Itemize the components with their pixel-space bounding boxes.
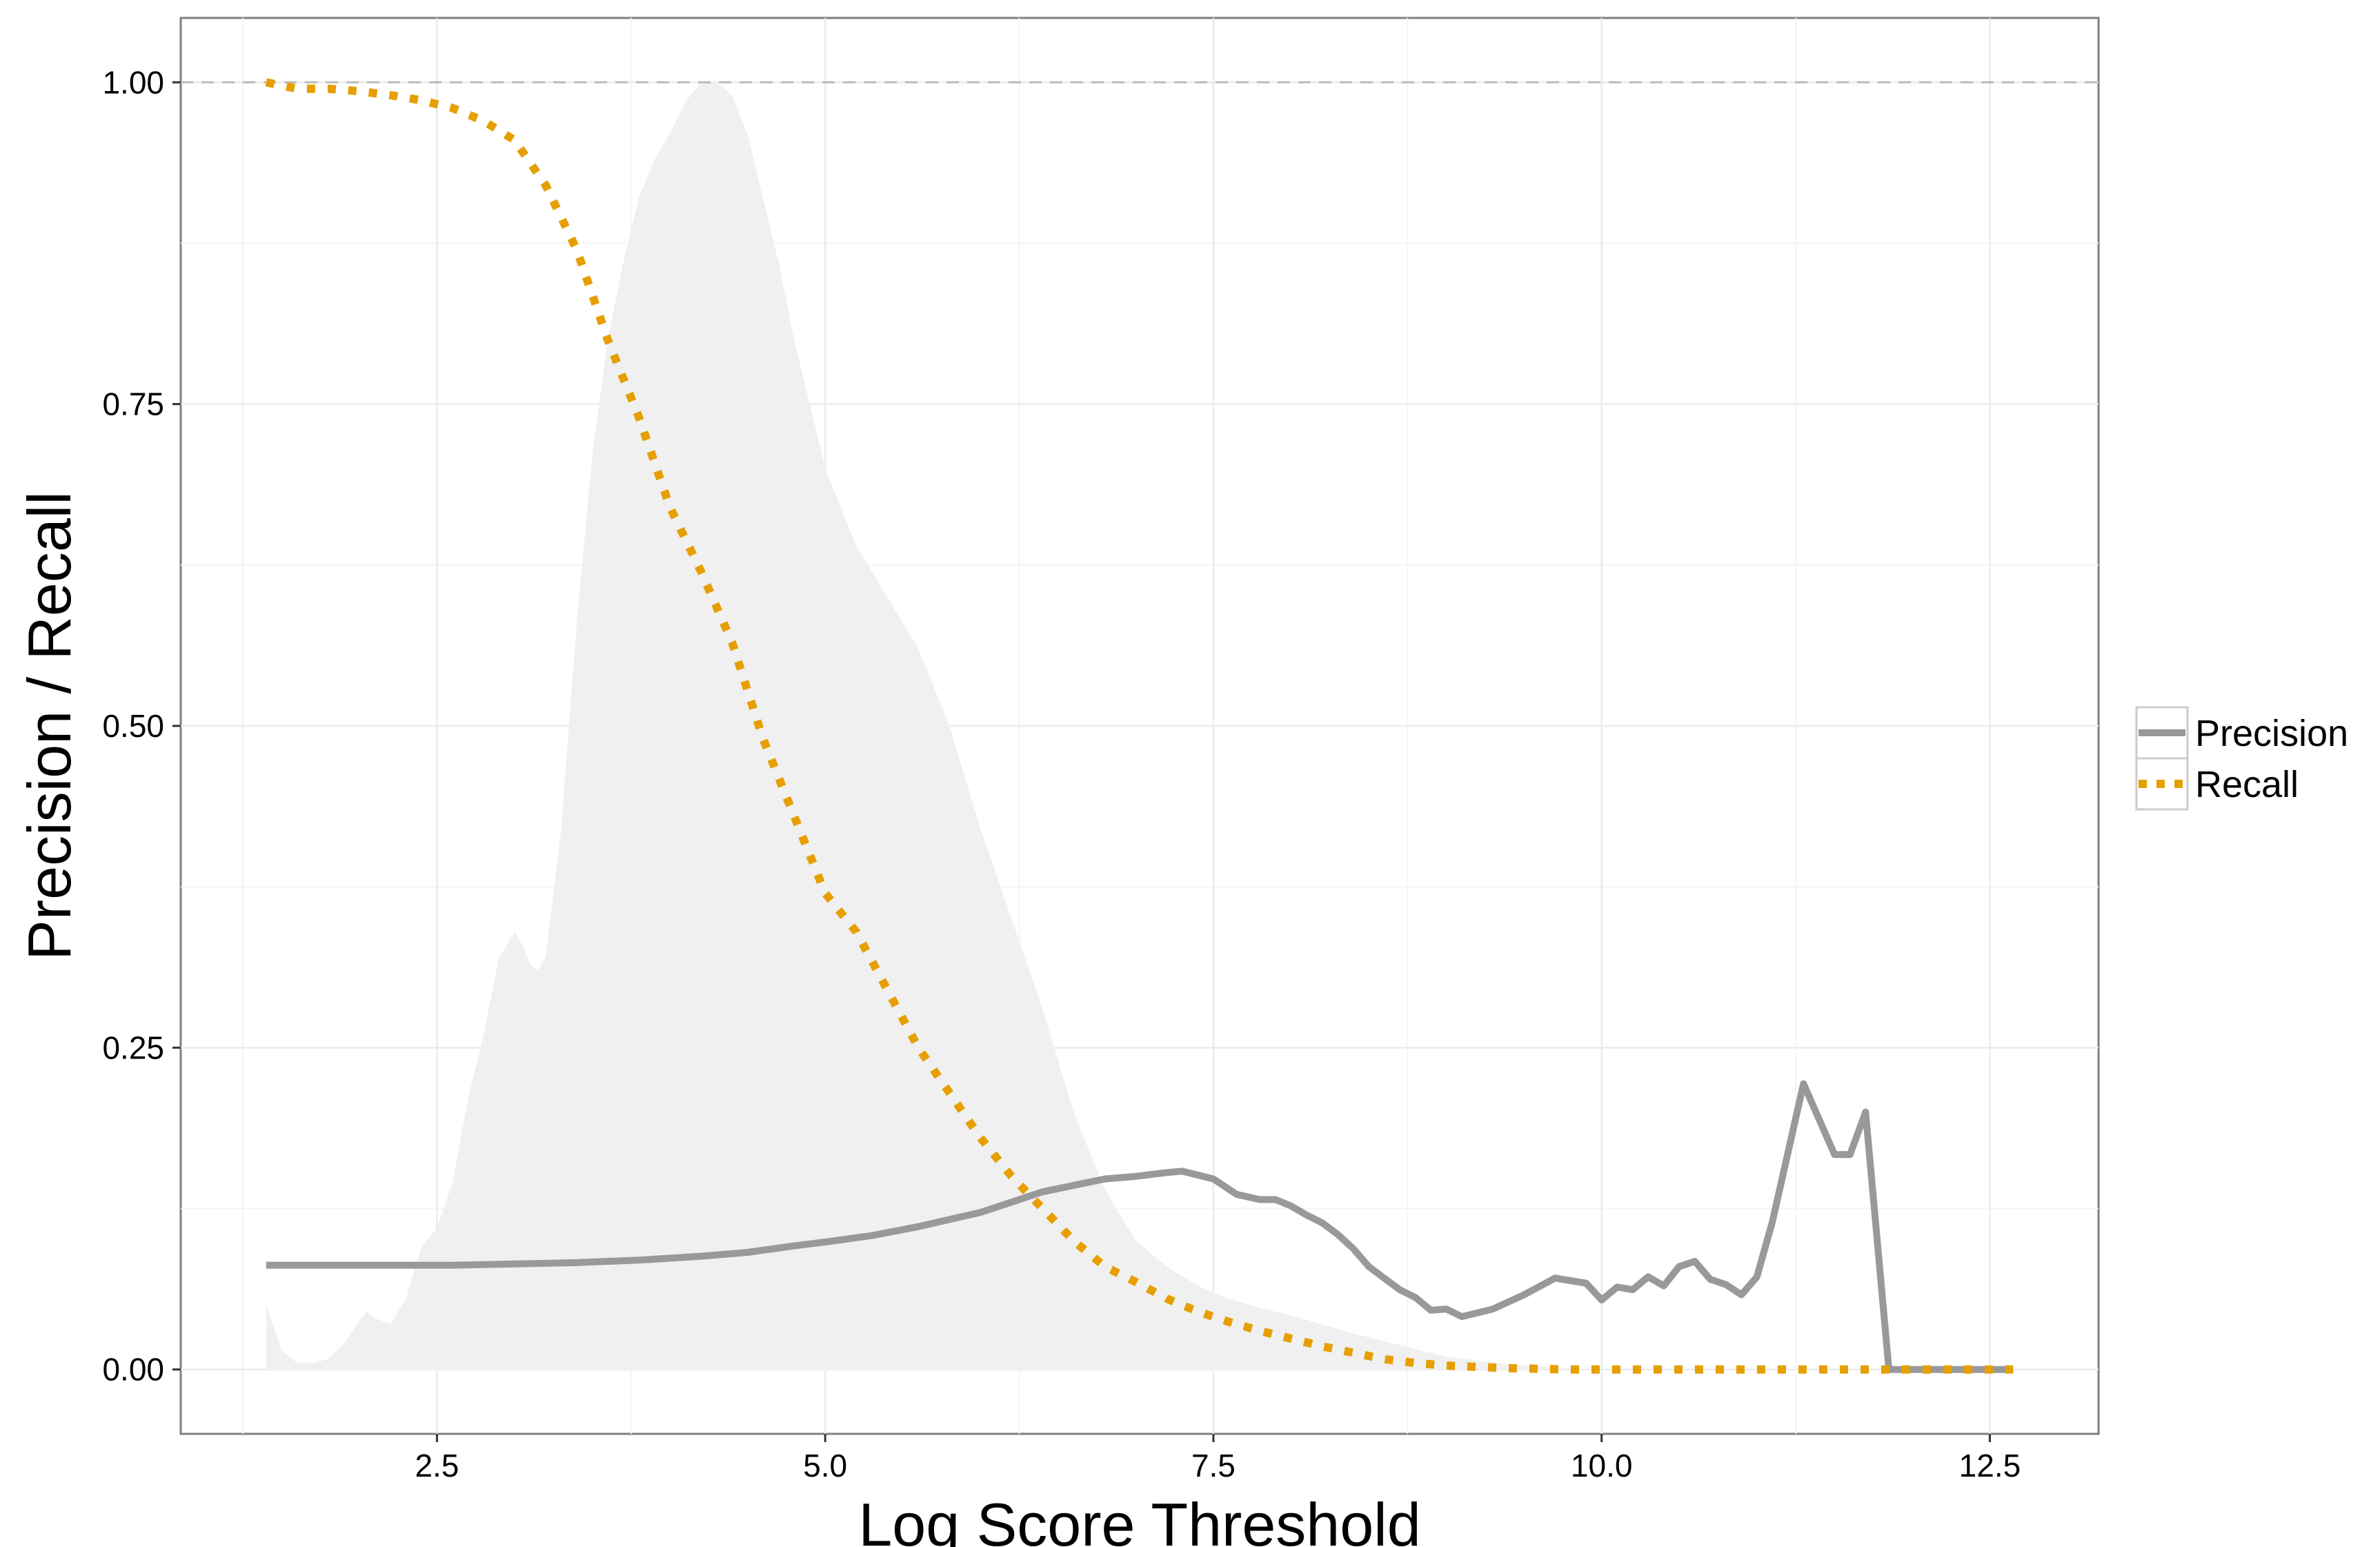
x-tick-label: 7.5 xyxy=(1191,1448,1236,1484)
y-tick-label: 0.75 xyxy=(102,386,164,422)
series-line-recall xyxy=(265,78,2014,1374)
series-line-precision xyxy=(266,1080,2014,1373)
density-layer xyxy=(266,82,1602,1370)
x-axis-title: Log Score Threshold xyxy=(858,1490,1420,1547)
y-axis: 0.00 0.25 0.50 0.75 1.00 xyxy=(102,64,181,1388)
y-tick-label: 0.00 xyxy=(102,1352,164,1388)
y-axis-title: Precision / Recall xyxy=(15,491,83,960)
x-tick-label: 5.0 xyxy=(803,1448,847,1484)
x-axis: 2.5 5.0 7.5 10.0 12.5 xyxy=(415,1434,2021,1484)
series-layer xyxy=(265,78,2014,1374)
y-tick-label: 1.00 xyxy=(102,64,164,100)
density-area xyxy=(266,82,1602,1370)
x-tick-label: 2.5 xyxy=(415,1448,459,1484)
legend: Precision Recall xyxy=(2135,706,2348,811)
x-tick-label: 10.0 xyxy=(1571,1448,1633,1484)
y-tick-label: 0.25 xyxy=(102,1029,164,1065)
legend-label-precision: Precision xyxy=(2195,713,2348,754)
y-tick-label: 0.50 xyxy=(102,708,164,744)
x-tick-label: 12.5 xyxy=(1959,1448,2021,1484)
legend-label-recall: Recall xyxy=(2195,764,2299,805)
